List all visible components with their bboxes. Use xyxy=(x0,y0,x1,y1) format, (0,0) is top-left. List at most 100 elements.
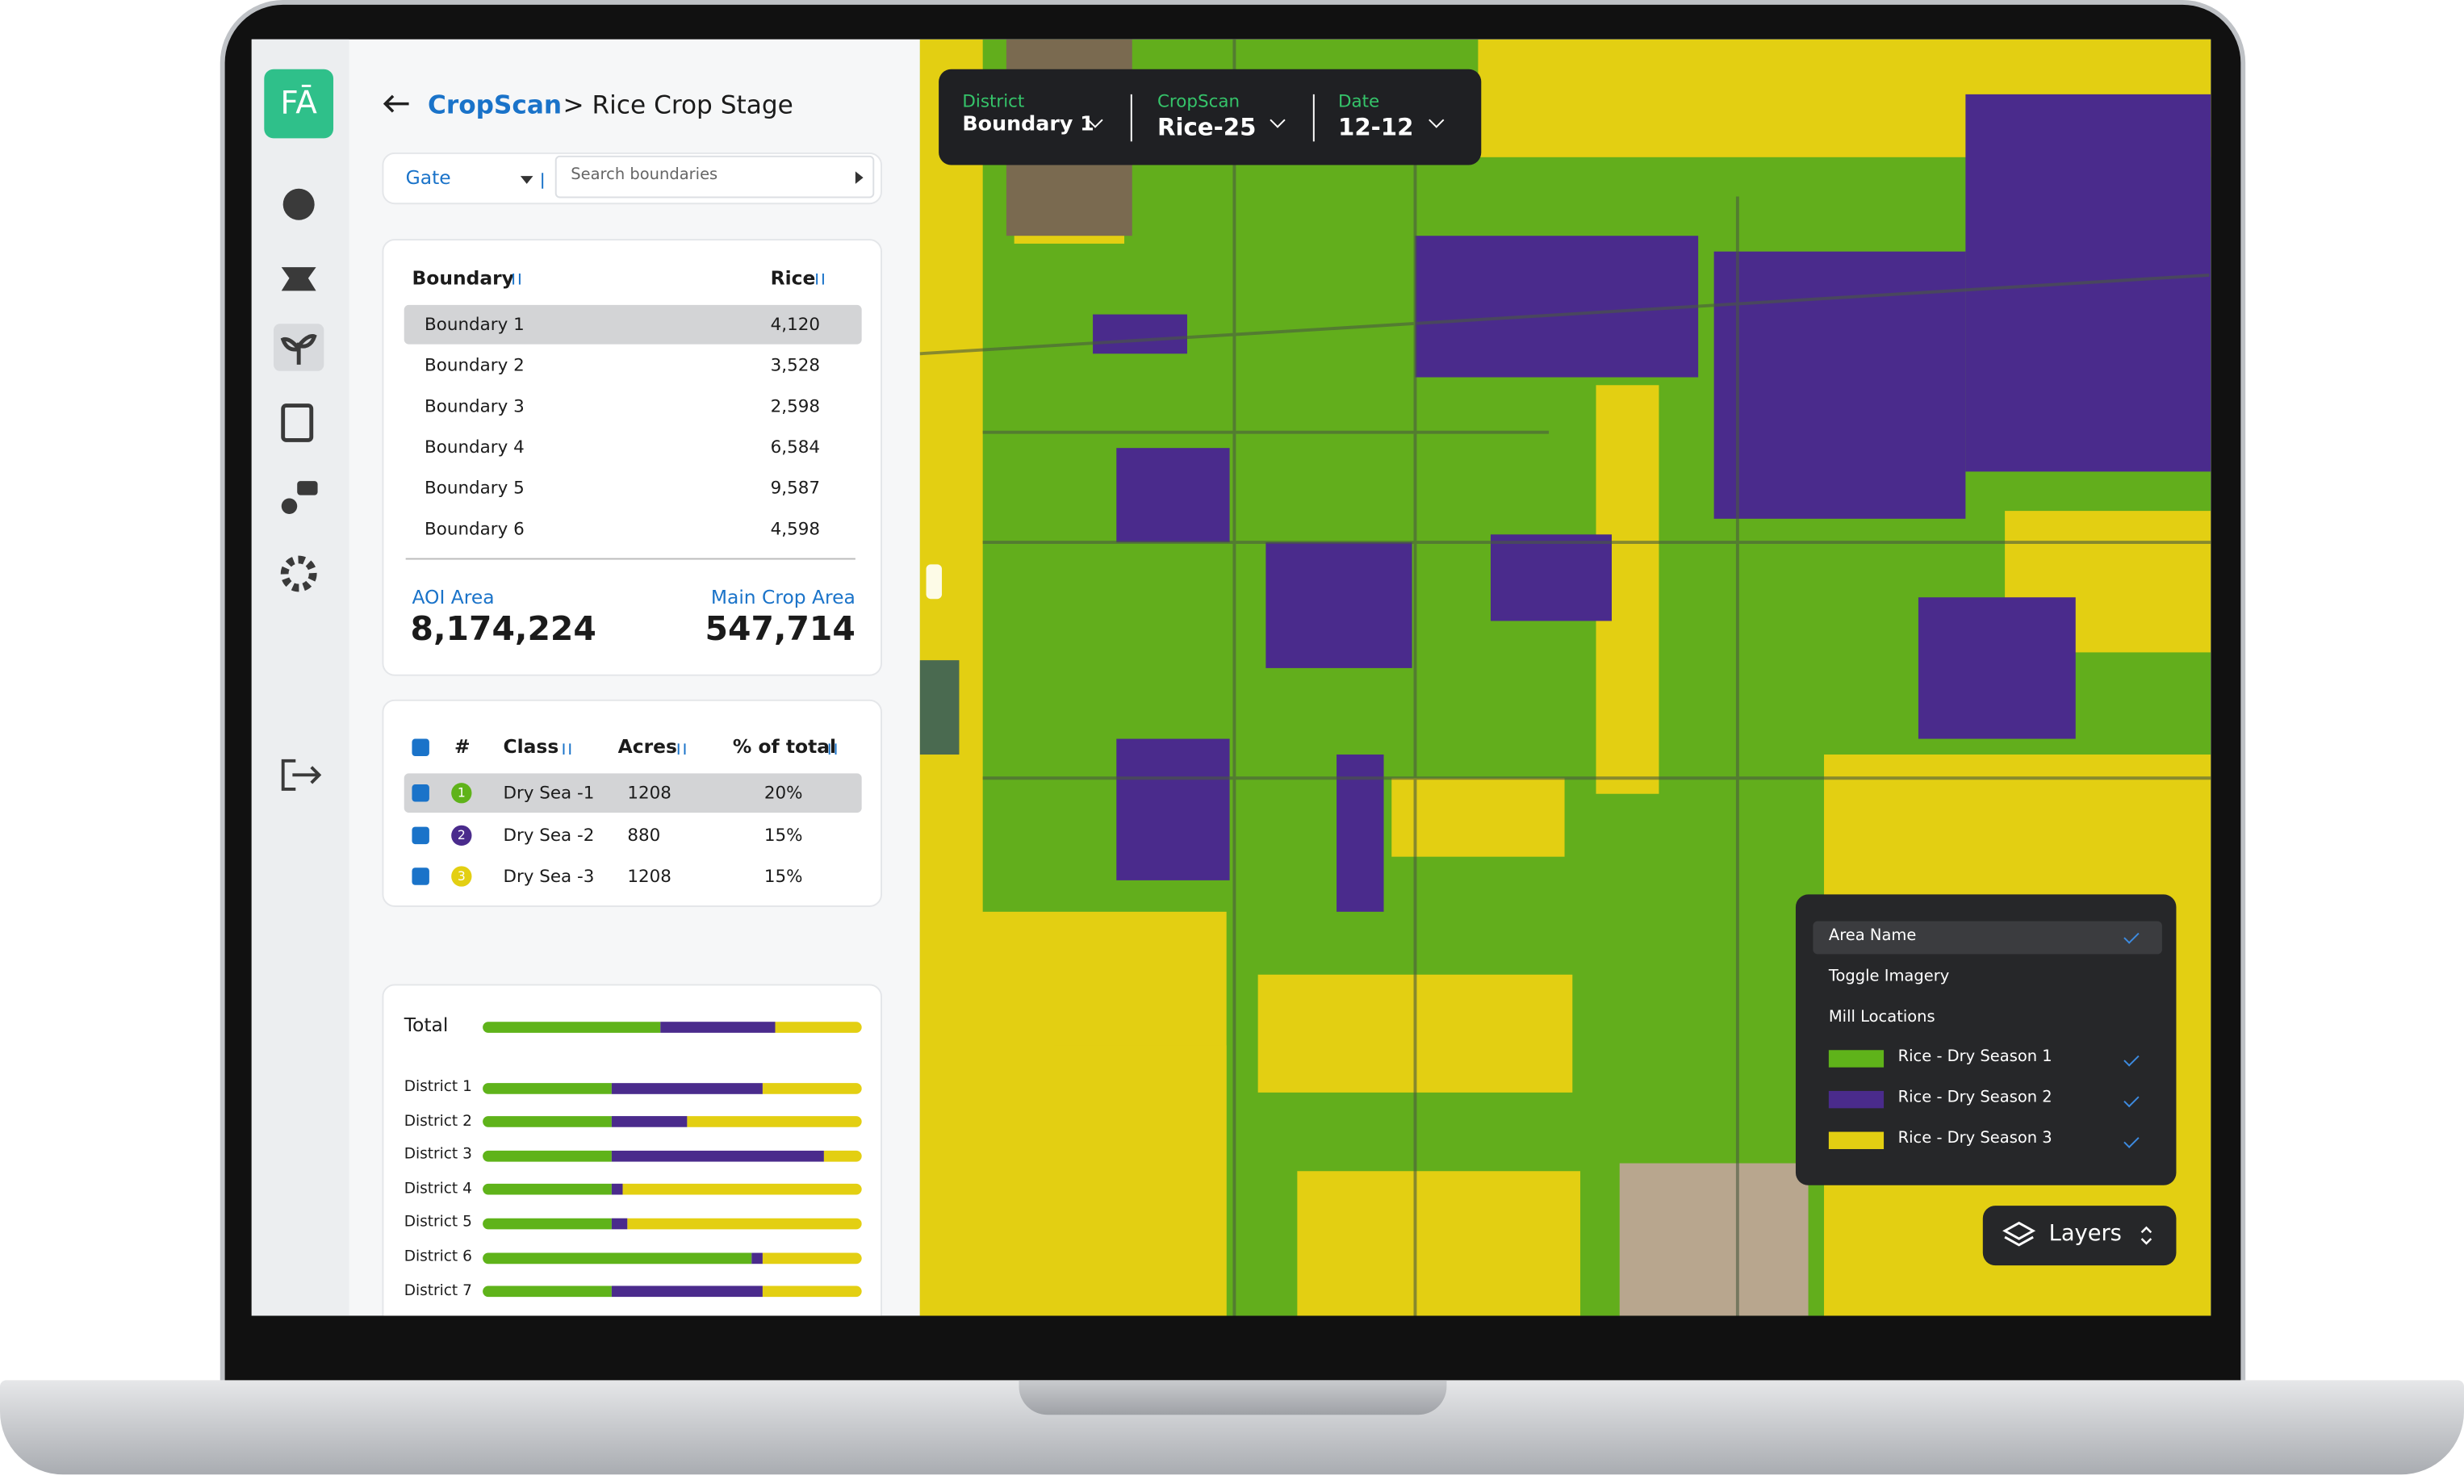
layer-item[interactable]: Mill Locations xyxy=(1828,1009,1935,1027)
checkbox[interactable] xyxy=(412,738,429,756)
icon-layers[interactable] xyxy=(281,267,316,291)
class-pct: 20% xyxy=(763,783,803,804)
toolbar-value[interactable]: Boundary 1 xyxy=(962,113,1094,137)
bar-segment xyxy=(611,1184,623,1196)
sidebar xyxy=(251,39,349,1316)
icon-chat xyxy=(297,481,318,495)
sort-icon[interactable] xyxy=(512,273,521,285)
class-acres: 880 xyxy=(627,824,661,846)
boundary-name[interactable]: Boundary 1 xyxy=(425,314,525,335)
toolbar-label: CropScan xyxy=(1157,90,1240,112)
sort-icon[interactable] xyxy=(816,273,824,285)
bar-segment xyxy=(483,1184,612,1196)
bar-segment xyxy=(660,1021,775,1032)
column-header: # xyxy=(454,735,471,758)
class-name: Dry Sea -1 xyxy=(503,783,595,804)
boundary-name[interactable]: Boundary 5 xyxy=(425,478,525,499)
toolbar-value[interactable]: Rice-25 xyxy=(1157,113,1257,142)
boundary-name[interactable]: Boundary 4 xyxy=(425,437,525,458)
category-label: Total xyxy=(404,1014,449,1036)
bar-segment xyxy=(763,1252,862,1264)
boundary-rice: 3,528 xyxy=(770,355,821,376)
filter-select[interactable]: Gate xyxy=(405,166,451,189)
bar-segment xyxy=(763,1082,862,1093)
bar-segment xyxy=(483,1285,612,1298)
search-placeholder: Search boundaries xyxy=(571,166,718,184)
icon-users[interactable] xyxy=(281,498,298,514)
back-arrow[interactable] xyxy=(380,91,412,116)
icon-logout[interactable] xyxy=(281,759,322,791)
icon-crop[interactable] xyxy=(280,334,317,365)
boundary-rice: 2,598 xyxy=(770,395,821,417)
layer-swatch xyxy=(1828,1131,1885,1149)
layer-item[interactable]: Rice - Dry Season 3 xyxy=(1897,1130,2052,1148)
bar-segment xyxy=(483,1116,612,1127)
icon-dashboard[interactable] xyxy=(282,188,315,220)
layer-swatch xyxy=(1828,1090,1885,1109)
category-label: District 6 xyxy=(404,1248,472,1266)
checkbox[interactable] xyxy=(412,784,429,802)
bar-segment xyxy=(483,1021,661,1032)
sort-icon[interactable] xyxy=(828,743,837,755)
class-name: Dry Sea -3 xyxy=(503,866,595,887)
boundary-name[interactable]: Boundary 3 xyxy=(425,395,525,417)
bar-segment xyxy=(622,1184,862,1196)
layer-swatch xyxy=(1828,1050,1885,1068)
bar-segment xyxy=(611,1285,763,1298)
bar-segment xyxy=(483,1218,612,1230)
category-label: District 5 xyxy=(404,1214,472,1232)
page-title: > Rice Crop Stage xyxy=(563,90,793,120)
bar-segment xyxy=(483,1150,612,1161)
category-label: District 1 xyxy=(404,1078,472,1096)
aoi-label: AOI Area xyxy=(412,586,495,608)
bar-segment xyxy=(823,1150,862,1161)
search-caret xyxy=(855,171,864,184)
screen-content: FĀ CropScan > Rice Crop Stage Gate Searc… xyxy=(251,39,2211,1316)
checkbox[interactable] xyxy=(412,867,429,885)
search-box[interactable] xyxy=(554,155,875,199)
main-crop-value: 547,714 xyxy=(705,609,855,648)
bar-segment xyxy=(774,1021,862,1032)
category-label: District 2 xyxy=(404,1112,472,1130)
boundary-rice: 4,598 xyxy=(770,518,821,540)
bar-segment xyxy=(611,1116,688,1127)
layer-item[interactable]: Toggle Imagery xyxy=(1828,968,1950,986)
toolbar-sep xyxy=(1130,94,1132,142)
bar-segment xyxy=(763,1285,862,1298)
selected-row xyxy=(404,773,862,813)
column-header: % of total xyxy=(732,735,837,758)
layer-item[interactable]: Rice - Dry Season 1 xyxy=(1897,1048,2052,1066)
column-header: Rice xyxy=(770,267,816,290)
logo xyxy=(264,69,334,139)
sort-icon[interactable] xyxy=(677,743,686,755)
screen: FĀ CropScan > Rice Crop Stage Gate Searc… xyxy=(251,39,2211,1316)
boundary-name[interactable]: Boundary 2 xyxy=(425,355,525,376)
aoi-value: 8,174,224 xyxy=(410,609,596,648)
class-dot: 2 xyxy=(451,824,472,846)
toolbar-label: District xyxy=(962,90,1025,112)
class-name: Dry Sea -2 xyxy=(503,824,595,846)
layer-item[interactable]: Area Name xyxy=(1828,927,1917,945)
breadcrumb-link[interactable]: CropScan xyxy=(427,90,563,120)
class-dot: 1 xyxy=(451,783,472,804)
column-header: Boundary xyxy=(412,267,514,290)
icon-report[interactable] xyxy=(281,403,314,442)
boundary-rice: 4,120 xyxy=(770,314,821,335)
class-pct: 15% xyxy=(763,866,803,887)
column-header: Class xyxy=(503,735,559,758)
selected-row xyxy=(404,304,862,345)
layers-chevron xyxy=(2140,1226,2152,1245)
boundary-name[interactable]: Boundary 6 xyxy=(425,518,525,540)
logo-text: FĀ xyxy=(280,83,317,121)
map-toolbar xyxy=(939,69,1482,165)
class-acres: 1208 xyxy=(627,783,671,804)
sort-icon[interactable] xyxy=(563,743,571,755)
laptop-notch xyxy=(1019,1380,1447,1415)
toolbar-sep xyxy=(1312,94,1315,142)
icon-settings[interactable] xyxy=(280,555,317,592)
layer-item[interactable]: Rice - Dry Season 2 xyxy=(1897,1089,2052,1107)
checkbox[interactable] xyxy=(412,826,429,844)
toolbar-value[interactable]: 12-12 xyxy=(1338,113,1414,142)
